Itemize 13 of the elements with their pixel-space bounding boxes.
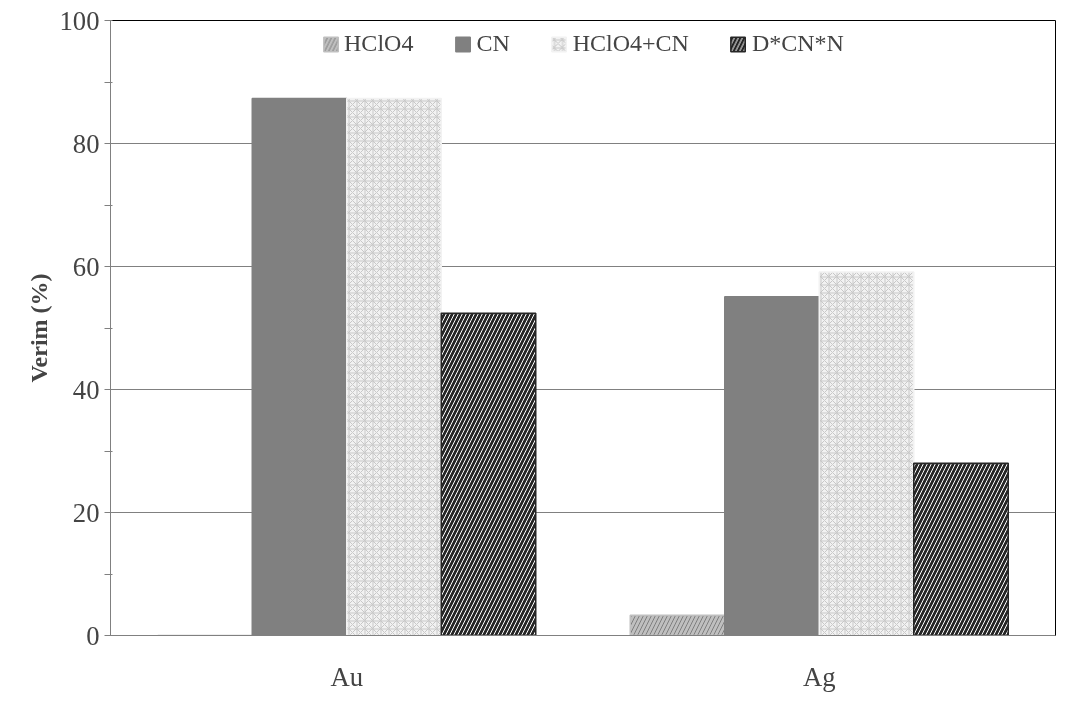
y-tick-label: 80	[72, 128, 100, 159]
legend-label: HClO4+CN	[572, 30, 689, 57]
y-axis-title: Verim (%)	[25, 273, 52, 383]
y-tick-label: 60	[72, 251, 100, 282]
legend-label: CN	[476, 30, 510, 57]
y-tick-label: 100	[59, 5, 100, 36]
y-tick-label: 40	[72, 374, 100, 405]
y-tick-label: 0	[86, 620, 100, 651]
x-tick-label: Ag	[802, 661, 836, 692]
legend-label: HClO4	[344, 30, 414, 57]
y-tick-label: 20	[72, 497, 100, 528]
legend-label: D*CN*N	[751, 30, 844, 57]
x-tick-label: Au	[330, 661, 364, 692]
